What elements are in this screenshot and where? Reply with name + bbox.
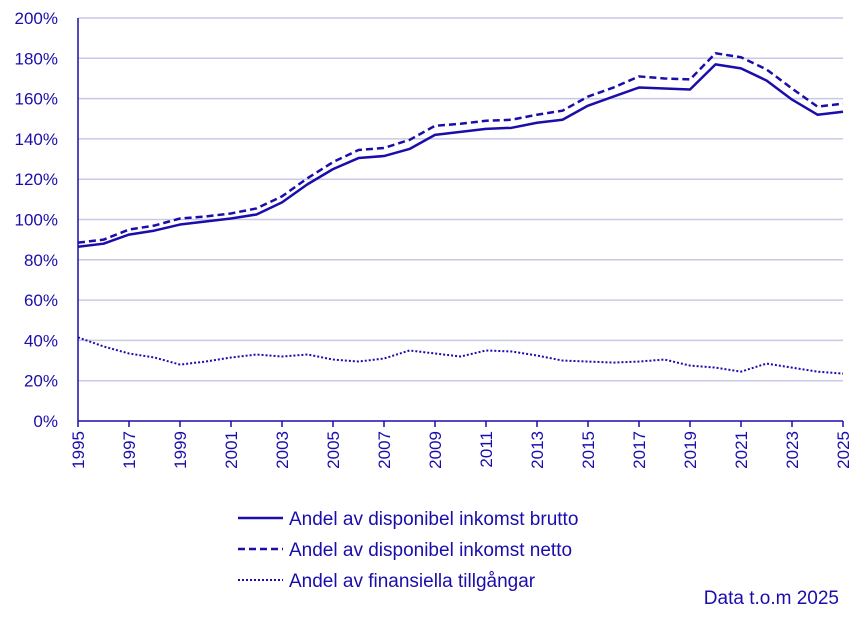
- x-tick-label: 2009: [426, 431, 445, 469]
- x-tick-label: 2019: [681, 431, 700, 469]
- legend-label: Andel av finansiella tillgångar: [289, 571, 536, 592]
- x-tick-label: 2015: [579, 431, 598, 469]
- series-lines: [77, 52, 844, 375]
- x-tick-label: 2005: [324, 431, 343, 469]
- x-tick-label: 2017: [630, 431, 649, 469]
- footnote: Data t.o.m 2025: [703, 588, 839, 609]
- y-tick-label: 120%: [15, 170, 58, 189]
- y-axis-ticks: 0% 20% 40% 60% 80% 100% 120% 140% 160% 180% 200%: [15, 9, 58, 431]
- y-tick-label: 20%: [24, 372, 58, 391]
- y-tick-label: 0%: [33, 412, 58, 431]
- series-line-dotted: [77, 336, 844, 375]
- x-tick-label: 2013: [528, 431, 547, 469]
- x-tick-label: 1997: [120, 431, 139, 469]
- x-tick-label: 2003: [273, 431, 292, 469]
- y-tick-label: 60%: [24, 291, 58, 310]
- x-axis-ticks: 1995 1997 1999 2001 2003 2005 2007 2009 2011 2013…: [69, 421, 853, 469]
- x-tick-label: 2023: [783, 431, 802, 469]
- x-tick-label: 2007: [375, 431, 394, 469]
- y-tick-label: 200%: [15, 9, 58, 28]
- grid-lines: [78, 17, 843, 382]
- x-tick-label: 2025: [834, 431, 853, 469]
- y-tick-label: 140%: [15, 130, 58, 149]
- y-tick-label: 80%: [24, 251, 58, 270]
- y-tick-label: 180%: [15, 49, 58, 68]
- y-tick-label: 40%: [24, 331, 58, 350]
- legend-label: Andel av disponibel inkomst brutto: [289, 509, 578, 530]
- x-tick-label: 2011: [477, 431, 496, 468]
- series-line-dashed: [77, 52, 844, 244]
- series-line-solid: [77, 63, 844, 248]
- legend-label: Andel av disponibel inkomst netto: [289, 540, 572, 561]
- axes: [77, 18, 843, 422]
- x-tick-label: 1999: [171, 431, 190, 469]
- legend: Andel av disponibel inkomst brutto Andel …: [238, 509, 578, 592]
- x-tick-label: 1995: [69, 431, 88, 469]
- y-tick-label: 160%: [15, 90, 58, 109]
- x-tick-label: 2001: [222, 431, 241, 469]
- y-tick-label: 100%: [15, 211, 58, 230]
- x-tick-label: 2021: [732, 431, 751, 469]
